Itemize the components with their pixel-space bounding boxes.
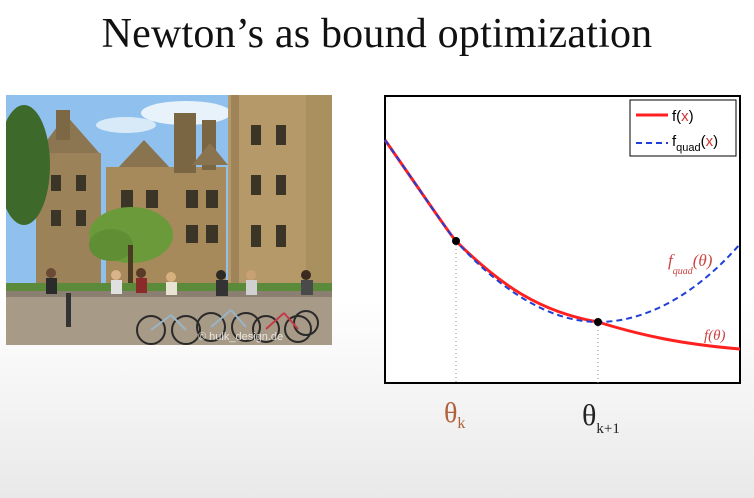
annotation-f-theta: f(θ) — [704, 328, 726, 344]
legend-label-f: f(x) — [672, 108, 694, 125]
legend-box — [629, 99, 737, 157]
label-theta-k1: θk+1 — [582, 399, 620, 437]
annotation-fquad-theta: fquad(θ) — [668, 251, 713, 277]
photo-credit: © hulk_design.de — [198, 331, 284, 343]
label-theta-k: θk — [444, 398, 465, 432]
campus-photo: © hulk_design.de — [6, 95, 332, 345]
legend-label-fquad: fquad(x) — [672, 133, 718, 154]
point-theta-k1 — [594, 318, 602, 326]
series-f-line — [383, 139, 741, 351]
series-fquad-line — [384, 139, 741, 324]
slide-title: Newton’s as bound optimization — [101, 11, 653, 57]
point-theta-k — [452, 237, 460, 245]
